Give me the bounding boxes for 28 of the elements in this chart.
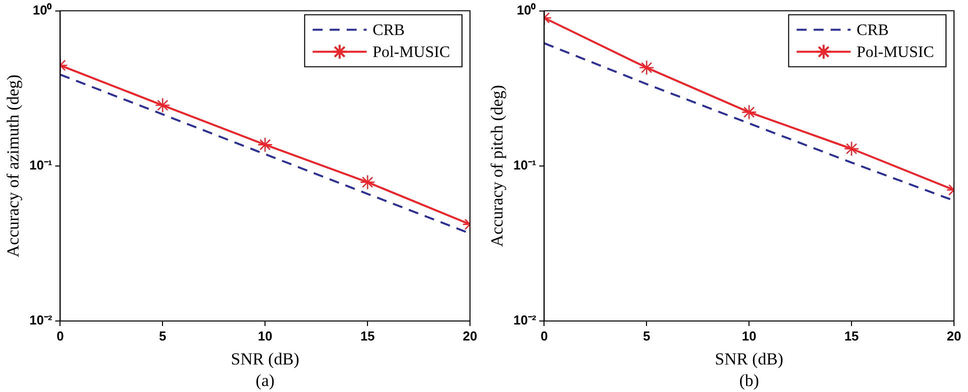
point xyxy=(741,104,757,120)
x-tick-label: 5 xyxy=(159,328,166,344)
legend-label: Pol-MUSIC xyxy=(372,44,450,62)
point xyxy=(257,137,273,152)
x-tick-label: 0 xyxy=(56,328,64,344)
x-tick-label: 10 xyxy=(742,328,756,344)
text: (b) xyxy=(739,370,760,390)
legend-label: CRB xyxy=(856,22,889,40)
y-tick-label: 10⁰ xyxy=(32,2,52,18)
y-axis-title: Accuracy of pitch (deg) xyxy=(488,84,507,247)
x-tick-label: 20 xyxy=(946,328,962,344)
x-tick-label: 15 xyxy=(360,328,375,344)
legend-label: CRB xyxy=(372,22,405,40)
text: (a) xyxy=(256,370,275,390)
y-tick-label: 10⁰ xyxy=(516,2,536,18)
x-tick-label: 0 xyxy=(540,328,548,344)
x-tick-label: 10 xyxy=(258,328,272,344)
x-tick-label: 15 xyxy=(844,328,859,344)
legend-label: Pol-MUSIC xyxy=(856,44,934,62)
x-axis-title: SNR (dB) xyxy=(714,349,784,368)
x-tick-label: 20 xyxy=(462,328,478,344)
x-axis-title: SNR (dB) xyxy=(230,349,300,368)
y-axis-title: Accuracy of azimuth (deg) xyxy=(4,74,23,258)
y-tick-label: 10⁻¹ xyxy=(29,157,52,172)
y-tick-label: 10⁻² xyxy=(29,312,53,328)
y-tick-label: 10⁻² xyxy=(513,312,537,328)
y-tick-label: 10⁻¹ xyxy=(513,157,536,172)
x-tick-label: 5 xyxy=(643,328,650,344)
